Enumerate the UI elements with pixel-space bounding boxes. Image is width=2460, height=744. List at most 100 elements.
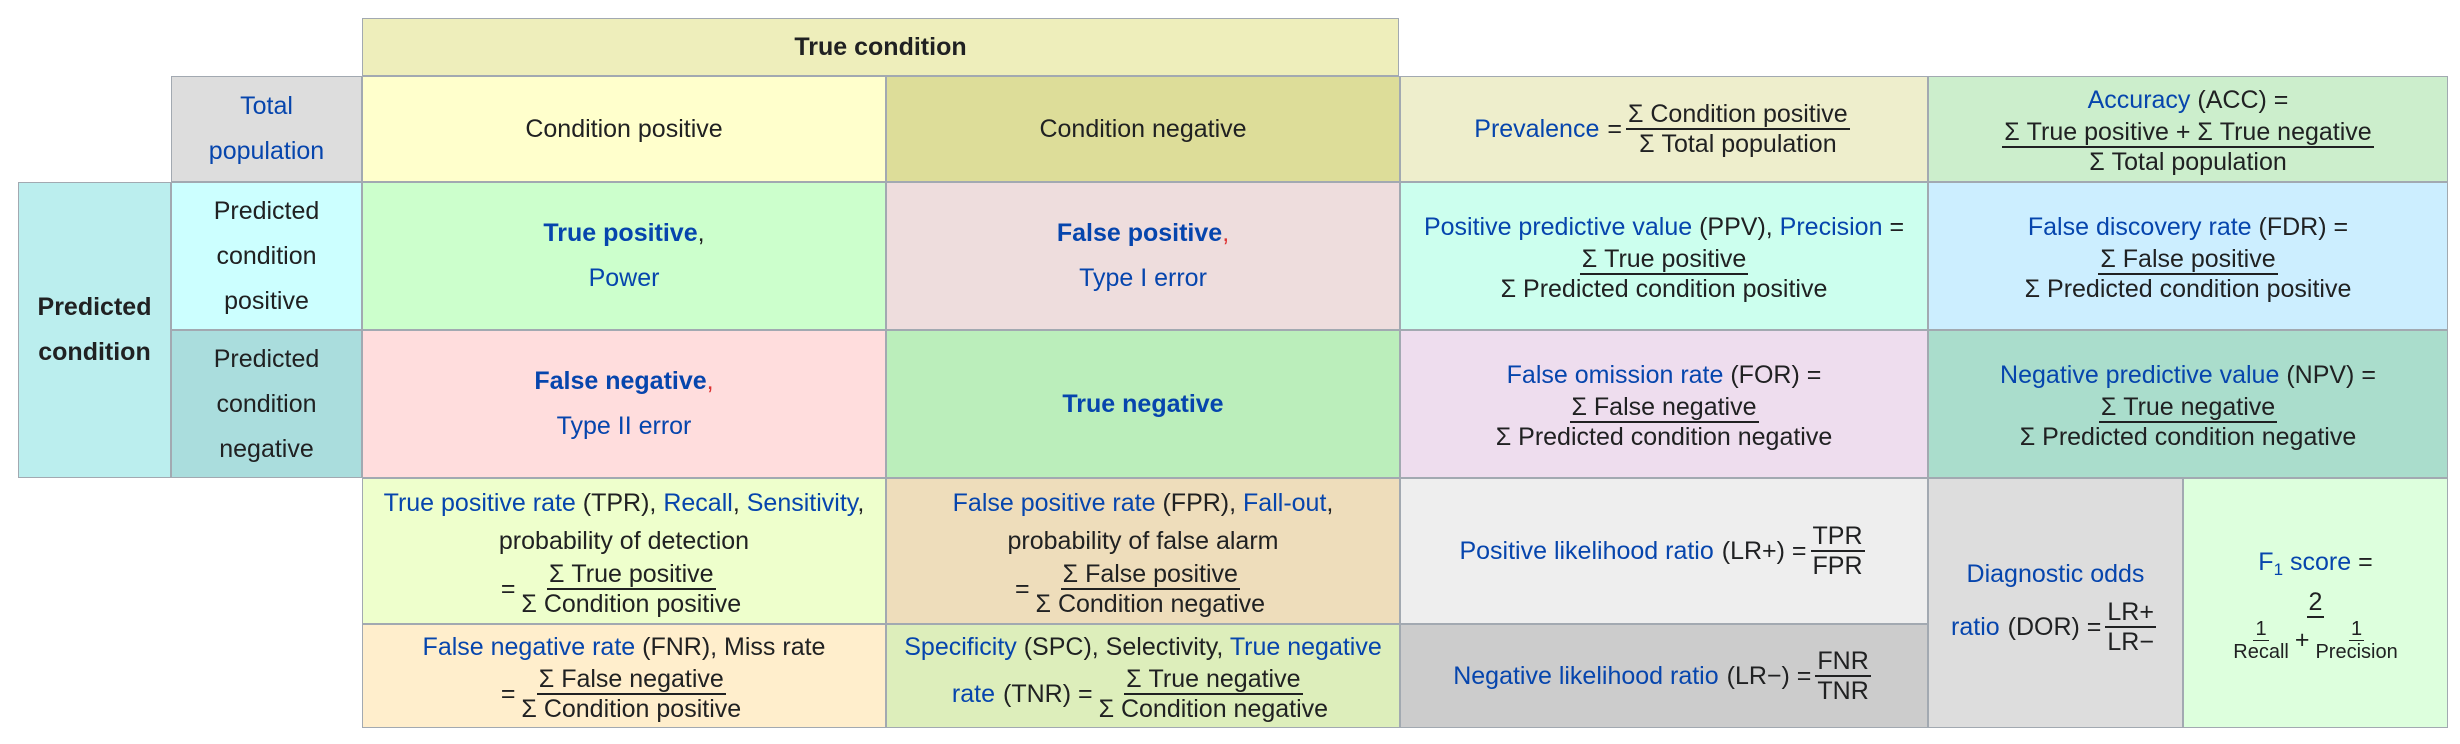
true-positive-link[interactable]: True positive (543, 219, 698, 247)
fnr-numerator: Σ False negative (536, 665, 726, 695)
ppv-link[interactable]: Positive predictive value (1423, 213, 1693, 241)
lr-positive-denominator: FPR (1812, 552, 1863, 580)
fnr-link[interactable]: False negative rate (422, 633, 636, 661)
fdr-cell: False discovery rate (FDR) = Σ False pos… (1928, 182, 2448, 330)
f1-fraction: 2 1 Recall + 1 Precision (2225, 588, 2405, 663)
fdr-numerator: Σ False positive (2098, 245, 2278, 275)
type-i-error-link[interactable]: Type I error (1079, 264, 1207, 292)
predicted-negative-line-2: condition (216, 389, 317, 418)
false-negative-link[interactable]: False negative (534, 367, 707, 395)
f1-score-link[interactable]: F1 score (2258, 547, 2352, 579)
fpr-link[interactable]: False positive rate (952, 489, 1156, 517)
prevalence-link[interactable]: Prevalence (1474, 115, 1600, 143)
condition-positive-header: Condition positive (362, 76, 886, 182)
accuracy-fraction: Σ True positive + Σ True negative Σ Tota… (2002, 118, 2374, 176)
type-ii-error-link[interactable]: Type II error (556, 412, 692, 440)
dor-link-line-2[interactable]: ratio (1951, 613, 2000, 641)
fdr-link[interactable]: False discovery rate (2027, 213, 2252, 241)
npv-cell: Negative predictive value (NPV) = Σ True… (1928, 330, 2448, 478)
predicted-positive-header: Predicted condition positive (171, 182, 362, 330)
total-population-line-1[interactable]: Total (240, 92, 293, 120)
predicted-positive-line-2: condition (216, 241, 317, 270)
false-positive-comma: , (1222, 219, 1230, 247)
specificity-abbr: (SPC), Selectivity, (1023, 633, 1224, 661)
tpr-eq: = (500, 575, 516, 603)
dor-fraction: LR+ LR− (2105, 598, 2156, 656)
sensitivity-link[interactable]: Sensitivity (746, 489, 858, 517)
npv-link[interactable]: Negative predictive value (2000, 361, 2280, 389)
total-population-line-2[interactable]: population (208, 137, 325, 165)
dor-abbr: (DOR) = (2007, 613, 2102, 641)
fdr-fraction: Σ False positive Σ Predicted condition p… (2023, 245, 2354, 303)
f1-label: F (2258, 547, 2274, 576)
predicted-condition-header: Predicted condition (18, 182, 171, 478)
lr-positive-link[interactable]: Positive likelihood ratio (1459, 537, 1714, 565)
tnr-link-rate[interactable]: rate (951, 680, 995, 708)
lr-positive-numerator: TPR (1810, 522, 1865, 552)
fnr-abbr: (FNR), Miss rate (642, 633, 826, 661)
false-positive-cell: False positive, Type I error (886, 182, 1400, 330)
f1-recall-fraction: 1 Recall (2231, 618, 2291, 663)
npv-denominator: Σ Predicted condition negative (2019, 423, 2357, 451)
f1-precision-num: 1 (2349, 617, 2365, 641)
f1-score-cell: F1 score = 2 1 Recall + 1 Precision (2183, 478, 2448, 728)
lr-negative-numerator: FNR (1815, 647, 1871, 677)
predicted-condition-line-2: condition (38, 338, 151, 366)
true-positive-comma: , (697, 219, 705, 247)
fnr-cell: False negative rate (FNR), Miss rate = Σ… (362, 624, 886, 728)
prevalence-numerator: Σ Condition positive (1625, 100, 1850, 130)
precision-link[interactable]: Precision (1779, 213, 1883, 241)
fpr-numerator: Σ False positive (1060, 560, 1240, 590)
lr-positive-fraction: TPR FPR (1810, 522, 1865, 580)
ppv-denominator: Σ Predicted condition positive (1500, 275, 1828, 303)
lr-negative-fraction: FNR TNR (1815, 647, 1871, 705)
npv-numerator: Σ True negative (2098, 393, 2278, 423)
f1-denominator: 1 Recall + 1 Precision (2225, 618, 2405, 663)
true-condition-label: True condition (794, 32, 967, 61)
fpr-comma: , (1326, 489, 1334, 517)
fall-out-link[interactable]: Fall-out (1243, 489, 1327, 517)
fpr-abbr: (FPR), (1162, 489, 1237, 517)
fpr-denominator: Σ Condition negative (1035, 590, 1266, 618)
ppv-numerator: Σ True positive (1579, 245, 1749, 275)
true-negative-cell: True negative (886, 330, 1400, 478)
lr-negative-denominator: TNR (1817, 677, 1869, 705)
npv-abbr: (NPV) = (2286, 361, 2376, 389)
power-link[interactable]: Power (588, 264, 660, 292)
for-fraction: Σ False negative Σ Predicted condition n… (1494, 393, 1835, 451)
predicted-positive-line-3: positive (224, 286, 309, 315)
lr-positive-abbr: (LR+) = (1721, 537, 1807, 565)
predicted-negative-line-3: negative (219, 434, 314, 463)
fpr-cell: False positive rate (FPR), Fall-out, pro… (886, 478, 1400, 624)
prevalence-eq: = (1607, 115, 1622, 143)
for-link[interactable]: False omission rate (1506, 361, 1724, 389)
dor-numerator: LR+ (2105, 598, 2156, 628)
tpr-fraction: Σ True positive Σ Condition positive (519, 560, 743, 618)
predicted-negative-line-1: Predicted (213, 344, 320, 373)
specificity-cell: Specificity (SPC), Selectivity, True neg… (886, 624, 1400, 728)
tnr-numerator: Σ True negative (1124, 665, 1303, 695)
false-positive-link[interactable]: False positive (1056, 219, 1223, 247)
for-cell: False omission rate (FOR) = Σ False nega… (1400, 330, 1928, 478)
true-negative-link[interactable]: True negative (1062, 389, 1224, 418)
f1-plus: + (2294, 626, 2310, 654)
lr-positive-cell: Positive likelihood ratio (LR+) = TPR FP… (1400, 478, 1928, 624)
true-positive-cell: True positive, Power (362, 182, 886, 330)
accuracy-link[interactable]: Accuracy (2087, 86, 2191, 114)
tnr-denominator: Σ Condition negative (1098, 695, 1329, 723)
specificity-link[interactable]: Specificity (904, 633, 1017, 661)
dor-link-line-1[interactable]: Diagnostic odds (1966, 560, 2145, 588)
tpr-cell: True positive rate (TPR), Recall, Sensit… (362, 478, 886, 624)
ppv-cell: Positive predictive value (PPV), Precisi… (1400, 182, 1928, 330)
f1-label-rest: score (2283, 547, 2352, 576)
recall-link[interactable]: Recall (663, 489, 733, 517)
condition-negative-header: Condition negative (886, 76, 1400, 182)
predicted-positive-line-1: Predicted (213, 196, 320, 225)
fpr-fraction: Σ False positive Σ Condition negative (1034, 560, 1268, 618)
lr-negative-link[interactable]: Negative likelihood ratio (1453, 662, 1719, 690)
tpr-description: probability of detection (498, 527, 750, 555)
ppv-fraction: Σ True positive Σ Predicted condition po… (1499, 245, 1830, 303)
tpr-link[interactable]: True positive rate (383, 489, 576, 517)
tnr-link[interactable]: True negative (1229, 633, 1382, 661)
fpr-description: probability of false alarm (1007, 527, 1279, 555)
